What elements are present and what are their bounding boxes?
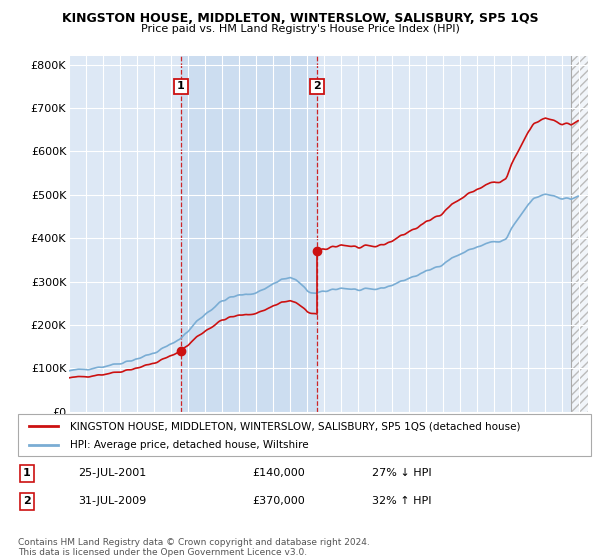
Text: £140,000: £140,000 [252, 468, 305, 478]
Text: Price paid vs. HM Land Registry's House Price Index (HPI): Price paid vs. HM Land Registry's House … [140, 24, 460, 34]
Text: HPI: Average price, detached house, Wiltshire: HPI: Average price, detached house, Wilt… [70, 440, 308, 450]
Text: £370,000: £370,000 [252, 496, 305, 506]
Text: 2: 2 [313, 81, 321, 91]
Text: 27% ↓ HPI: 27% ↓ HPI [372, 468, 431, 478]
Bar [571, 56, 588, 412]
Text: Contains HM Land Registry data © Crown copyright and database right 2024.
This d: Contains HM Land Registry data © Crown c… [18, 538, 370, 557]
Bar [571, 56, 588, 412]
Text: 32% ↑ HPI: 32% ↑ HPI [372, 496, 431, 506]
Text: KINGSTON HOUSE, MIDDLETON, WINTERSLOW, SALISBURY, SP5 1QS: KINGSTON HOUSE, MIDDLETON, WINTERSLOW, S… [62, 12, 538, 25]
Text: 1: 1 [23, 468, 31, 478]
FancyBboxPatch shape [18, 414, 591, 456]
Text: 2: 2 [23, 496, 31, 506]
Text: 25-JUL-2001: 25-JUL-2001 [78, 468, 146, 478]
Text: 31-JUL-2009: 31-JUL-2009 [78, 496, 146, 506]
Text: 1: 1 [177, 81, 185, 91]
Text: KINGSTON HOUSE, MIDDLETON, WINTERSLOW, SALISBURY, SP5 1QS (detached house): KINGSTON HOUSE, MIDDLETON, WINTERSLOW, S… [70, 421, 520, 431]
Bar [181, 56, 317, 412]
